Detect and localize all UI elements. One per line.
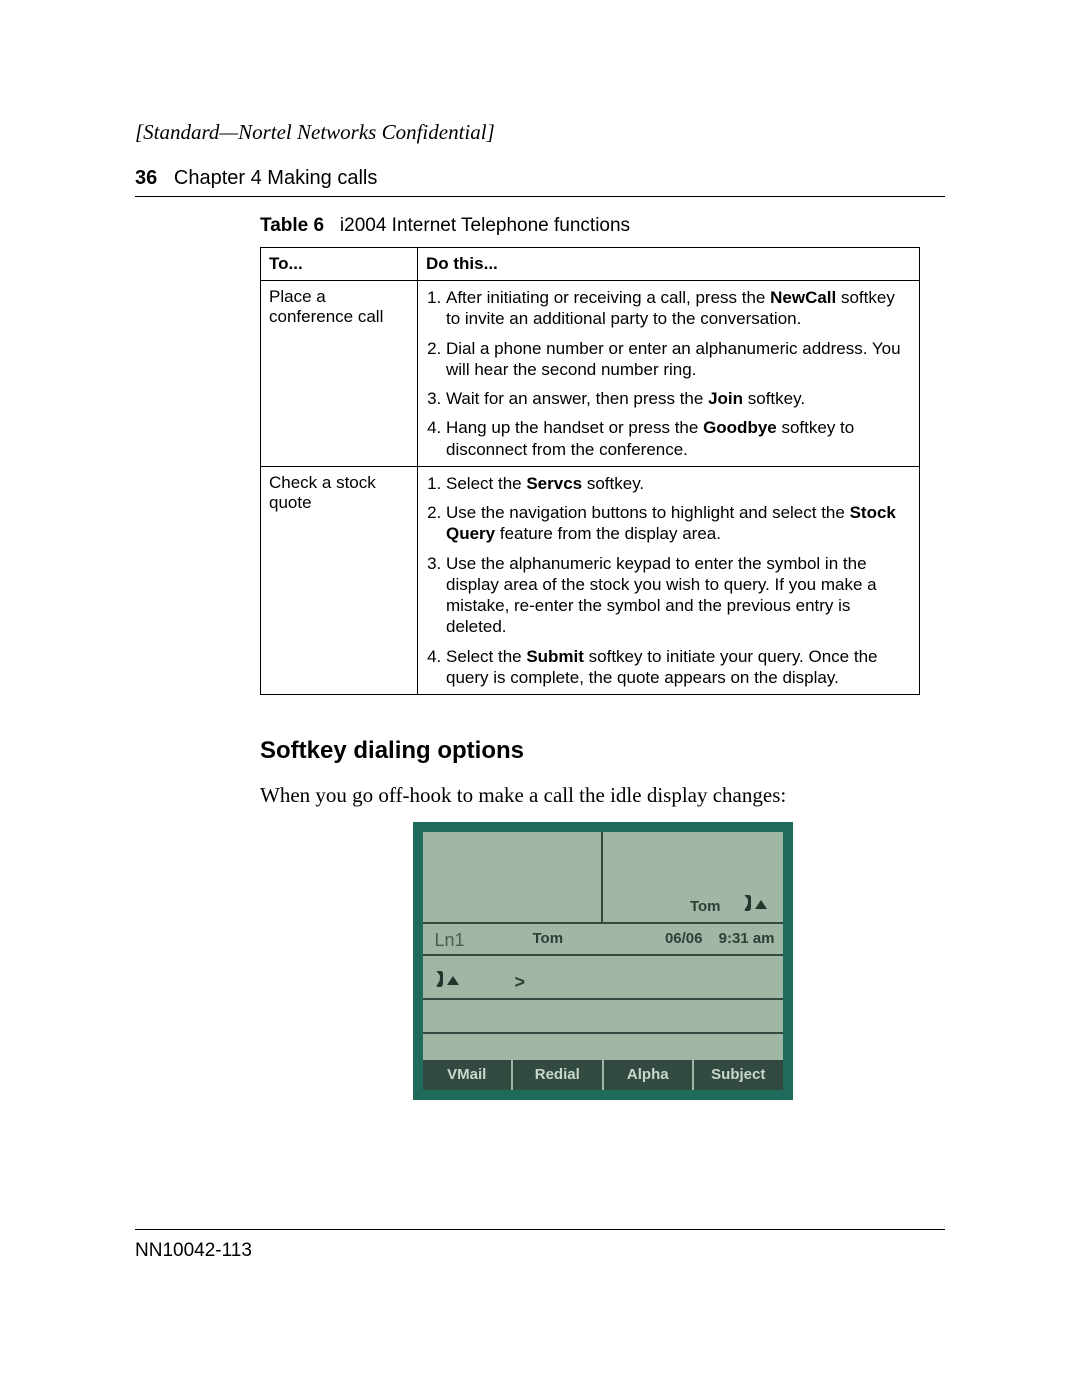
doc-id: NN10042-113 — [135, 1240, 252, 1261]
to-cell: Check a stock quote — [261, 466, 418, 694]
step: Use the alphanumeric keypad to enter the… — [446, 553, 911, 638]
page-footer: NN10042-113 — [135, 1229, 945, 1262]
confidential-header: [Standard—Nortel Networks Confidential] — [135, 120, 945, 145]
do-cell: Select the Servcs softkey. Use the navig… — [418, 466, 920, 694]
chapter-line: 36 Chapter 4 Making calls — [135, 167, 945, 197]
step: Use the navigation buttons to highlight … — [446, 502, 911, 545]
softkey-alpha[interactable]: Alpha — [604, 1060, 695, 1090]
step: After initiating or receiving a call, pr… — [446, 287, 911, 330]
functions-table: To... Do this... Place a conference call… — [260, 247, 920, 695]
h-divider — [423, 998, 783, 1000]
softkey-vmail[interactable]: VMail — [423, 1060, 514, 1090]
col-to: To... — [261, 248, 418, 281]
chapter-title: Chapter 4 Making calls — [174, 167, 377, 189]
handset-icon — [743, 894, 769, 917]
phone-display: Tom Ln1 Tom 06/06 9:31 am > VMail Red — [413, 822, 793, 1100]
softkey-subject[interactable]: Subject — [694, 1060, 783, 1090]
section-body: When you go off-hook to make a call the … — [260, 783, 945, 808]
step: Hang up the handset or press the Goodbye… — [446, 417, 911, 460]
h-divider — [423, 922, 783, 924]
table-caption: Table 6 i2004 Internet Telephone functio… — [260, 215, 945, 237]
step: Select the Submit softkey to initiate yo… — [446, 646, 911, 689]
time-label: 9:31 am — [719, 930, 775, 947]
line-label: Ln1 — [435, 930, 465, 951]
col-do: Do this... — [418, 248, 920, 281]
h-divider — [423, 1032, 783, 1034]
prompt-caret: > — [515, 972, 526, 993]
handset-icon — [435, 970, 461, 993]
caller-name-mid: Tom — [533, 930, 564, 947]
step: Select the Servcs softkey. — [446, 473, 911, 494]
table-row: Place a conference call After initiating… — [261, 281, 920, 467]
softkey-redial[interactable]: Redial — [513, 1060, 604, 1090]
step: Wait for an answer, then press the Join … — [446, 388, 911, 409]
table-row: Check a stock quote Select the Servcs so… — [261, 466, 920, 694]
table-title: i2004 Internet Telephone functions — [340, 215, 630, 236]
page-number: 36 — [135, 167, 157, 189]
do-cell: After initiating or receiving a call, pr… — [418, 281, 920, 467]
softkey-row: VMail Redial Alpha Subject — [423, 1060, 783, 1090]
to-cell: Place a conference call — [261, 281, 418, 467]
table-label: Table 6 — [260, 215, 324, 236]
step: Dial a phone number or enter an alphanum… — [446, 338, 911, 381]
vertical-divider — [601, 832, 603, 922]
h-divider — [423, 954, 783, 956]
caller-name-top: Tom — [690, 898, 721, 915]
date-label: 06/06 — [665, 930, 703, 947]
section-heading: Softkey dialing options — [260, 737, 945, 765]
